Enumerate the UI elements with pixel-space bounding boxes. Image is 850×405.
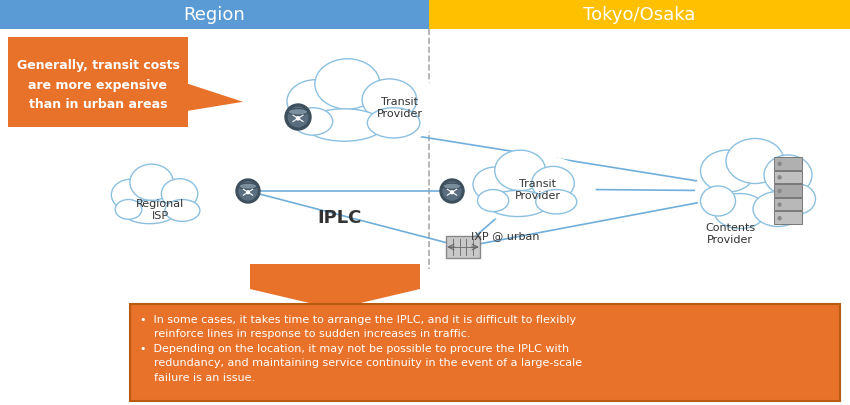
Text: Region: Region — [184, 6, 246, 24]
FancyBboxPatch shape — [774, 212, 802, 224]
Text: Transit
Provider: Transit Provider — [515, 179, 561, 200]
Ellipse shape — [292, 109, 332, 136]
Text: Transit
Provider: Transit Provider — [377, 97, 423, 119]
Ellipse shape — [764, 156, 812, 196]
Circle shape — [778, 217, 781, 220]
Ellipse shape — [111, 180, 150, 211]
FancyBboxPatch shape — [774, 185, 802, 197]
Ellipse shape — [464, 155, 596, 224]
Polygon shape — [250, 264, 420, 309]
Ellipse shape — [288, 109, 308, 116]
Text: •  In some cases, it takes time to arrange the IPLC, and it is difficult to flex: • In some cases, it takes time to arrang… — [140, 314, 582, 382]
Circle shape — [778, 163, 781, 166]
Ellipse shape — [116, 200, 142, 220]
Ellipse shape — [531, 167, 575, 200]
Text: IPLC: IPLC — [318, 209, 362, 226]
Polygon shape — [8, 38, 243, 128]
Ellipse shape — [287, 81, 345, 124]
FancyBboxPatch shape — [130, 304, 840, 401]
Ellipse shape — [165, 200, 200, 222]
Ellipse shape — [495, 151, 546, 191]
Ellipse shape — [487, 191, 548, 217]
Ellipse shape — [478, 190, 508, 212]
FancyBboxPatch shape — [0, 0, 429, 30]
Ellipse shape — [123, 201, 176, 224]
Circle shape — [778, 190, 781, 193]
Ellipse shape — [239, 184, 257, 190]
Text: Regional
ISP: Regional ISP — [136, 199, 184, 220]
Ellipse shape — [130, 165, 173, 201]
FancyBboxPatch shape — [774, 198, 802, 211]
Ellipse shape — [753, 192, 803, 227]
Ellipse shape — [362, 80, 416, 121]
Circle shape — [246, 191, 249, 194]
FancyBboxPatch shape — [774, 158, 802, 170]
Ellipse shape — [305, 109, 383, 142]
Ellipse shape — [536, 190, 577, 214]
Ellipse shape — [276, 65, 444, 151]
Text: IXP @ urban: IXP @ urban — [471, 230, 539, 241]
Circle shape — [297, 117, 299, 121]
Ellipse shape — [700, 187, 735, 216]
Ellipse shape — [726, 139, 784, 184]
Circle shape — [288, 108, 308, 128]
Circle shape — [450, 191, 453, 194]
Text: Generally, transit costs
are more expensive
than in urban areas: Generally, transit costs are more expens… — [16, 60, 179, 110]
Circle shape — [443, 183, 461, 200]
Ellipse shape — [780, 185, 815, 215]
Circle shape — [440, 179, 464, 203]
Ellipse shape — [714, 194, 766, 229]
Ellipse shape — [473, 168, 518, 202]
Ellipse shape — [104, 168, 216, 230]
Ellipse shape — [162, 179, 198, 209]
Text: Tokyo/Osaka: Tokyo/Osaka — [583, 6, 696, 24]
Circle shape — [236, 179, 260, 203]
Text: Contents
Provider: Contents Provider — [705, 223, 755, 244]
Ellipse shape — [314, 60, 380, 110]
Circle shape — [239, 183, 257, 200]
Circle shape — [285, 105, 311, 131]
Circle shape — [778, 204, 781, 207]
FancyBboxPatch shape — [774, 171, 802, 184]
Ellipse shape — [367, 109, 420, 139]
Ellipse shape — [700, 151, 756, 192]
Ellipse shape — [695, 151, 825, 231]
FancyBboxPatch shape — [446, 237, 480, 258]
FancyBboxPatch shape — [429, 0, 850, 30]
Ellipse shape — [443, 184, 461, 190]
Circle shape — [778, 177, 781, 179]
